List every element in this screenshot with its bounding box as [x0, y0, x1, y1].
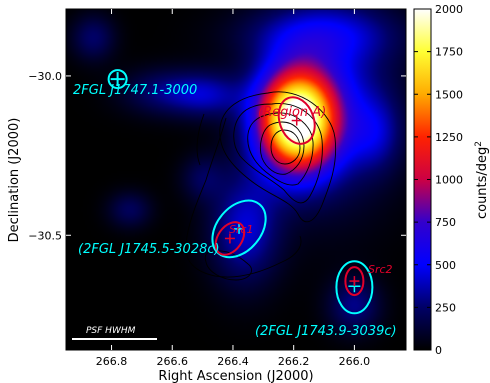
colorbar-tick-label: 1250 — [435, 131, 463, 144]
y-axis-label: Declination (J2000) — [7, 118, 22, 243]
psf-label: PSF HWHM — [86, 326, 136, 336]
axis-ticks: 266.8 266.6 266.4 266.2 266.0 −30.0 −30.5 — [28, 9, 406, 368]
colorbar-tick-label: 750 — [435, 216, 456, 229]
colorbar-tick-label: 500 — [435, 259, 456, 272]
colorbar-tick-label: 250 — [435, 301, 456, 314]
colorbar-tick-label: 1750 — [435, 46, 463, 59]
source-label-j1747: 2FGL J1747.1-3000 — [73, 83, 197, 98]
x-tick-label: 266.6 — [157, 355, 189, 368]
region-label-region-a: (Region A) — [258, 105, 326, 120]
colorbar-tick-label: 2000 — [435, 3, 463, 16]
colorbar-ticks: 0 250 500 750 1000 1250 1500 1750 2000 — [414, 3, 463, 357]
source-ellipse-j1743 — [335, 260, 374, 315]
x-tick-label: 266.2 — [278, 355, 310, 368]
region-ellipse-src2 — [344, 266, 365, 297]
heatmap-raster — [66, 9, 406, 350]
source-overlays — [107, 69, 374, 315]
region-ellipse-region-a — [277, 96, 316, 145]
x-tick-label: 266.8 — [96, 355, 128, 368]
source-label-j1745: (2FGL J1745.5-3028c) — [78, 242, 220, 257]
y-tick-label: −30.0 — [28, 70, 62, 83]
region-label-src1: Src1 — [229, 223, 254, 236]
x-tick-label: 266.4 — [217, 355, 249, 368]
colorbar-tick-label: 1500 — [435, 88, 463, 101]
y-tick-label: −30.5 — [28, 229, 62, 242]
region-ellipse-src1 — [214, 221, 246, 256]
x-axis-label: Right Ascension (J2000) — [158, 369, 313, 383]
source-label-j1743: (2FGL J1743.9-3039c) — [255, 324, 397, 339]
colorbar-tick-label: 0 — [435, 344, 442, 357]
region-label-src2: Src2 — [368, 263, 393, 276]
source-marker-j1747 — [107, 69, 128, 90]
x-tick-label: 266.0 — [339, 355, 371, 368]
plot-frame — [65, 8, 407, 351]
colorbar-label: counts/deg2 — [474, 141, 490, 219]
colorbar-tick-label: 1000 — [435, 174, 463, 187]
